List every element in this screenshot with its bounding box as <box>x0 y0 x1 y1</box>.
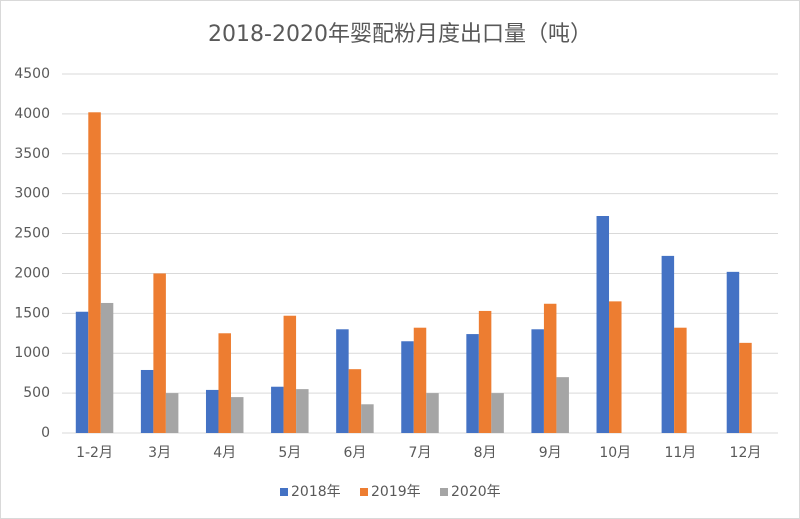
bar <box>426 393 439 433</box>
bar <box>271 386 284 433</box>
y-tick-label: 1500 <box>14 305 50 321</box>
y-tick-label: 4000 <box>14 106 50 122</box>
bar <box>726 271 740 433</box>
y-tick-label: 2500 <box>14 226 50 242</box>
legend-label: 2020年 <box>451 484 501 500</box>
bar <box>401 341 414 433</box>
bar <box>361 404 374 433</box>
bar <box>531 329 544 433</box>
legend-swatch <box>280 488 288 496</box>
x-tick-label: 6月 <box>343 445 366 461</box>
x-tick-label: 9月 <box>539 445 562 461</box>
x-tick-label: 4月 <box>213 445 236 461</box>
bar <box>88 112 101 433</box>
bar <box>674 327 687 433</box>
bar <box>165 393 179 433</box>
bar <box>336 329 349 433</box>
y-tick-label: 0 <box>41 425 50 441</box>
bar <box>75 311 89 433</box>
legend-swatch <box>440 488 448 496</box>
x-tick-label: 1-2月 <box>76 445 113 461</box>
y-tick-label: 4500 <box>14 66 50 82</box>
bar <box>556 377 569 433</box>
x-tick-label: 8月 <box>474 445 497 461</box>
bar <box>661 255 675 433</box>
x-tick-label: 11月 <box>664 445 696 461</box>
y-tick-label: 3000 <box>14 186 50 202</box>
bar <box>296 389 309 433</box>
x-tick-label: 10月 <box>599 445 631 461</box>
bar <box>283 315 297 433</box>
x-tick-label: 7月 <box>409 445 432 461</box>
bar <box>230 397 244 433</box>
bar <box>596 216 610 433</box>
legend-label: 2018年 <box>291 484 341 500</box>
bar <box>153 273 166 433</box>
y-tick-label: 2000 <box>14 265 50 281</box>
x-tick-label: 5月 <box>278 445 301 461</box>
bar <box>140 369 154 433</box>
y-tick-label: 3500 <box>14 146 50 162</box>
x-tick-label: 3月 <box>148 445 171 461</box>
bar <box>739 342 752 433</box>
legend-swatch <box>360 488 368 496</box>
bar <box>100 302 114 433</box>
chart-title: 2018-2020年婴配粉月度出口量（吨） <box>208 22 592 47</box>
bar <box>478 310 492 433</box>
y-tick-label: 1000 <box>14 345 50 361</box>
y-tick-label: 500 <box>23 385 50 401</box>
bar <box>218 333 231 433</box>
bar <box>466 334 479 433</box>
bar <box>543 303 557 433</box>
bar <box>609 301 622 433</box>
bar <box>491 393 504 433</box>
x-tick-label: 12月 <box>730 445 762 461</box>
legend-label: 2019年 <box>371 484 421 500</box>
bar <box>205 389 219 433</box>
bar <box>348 369 362 433</box>
bar <box>413 327 427 433</box>
